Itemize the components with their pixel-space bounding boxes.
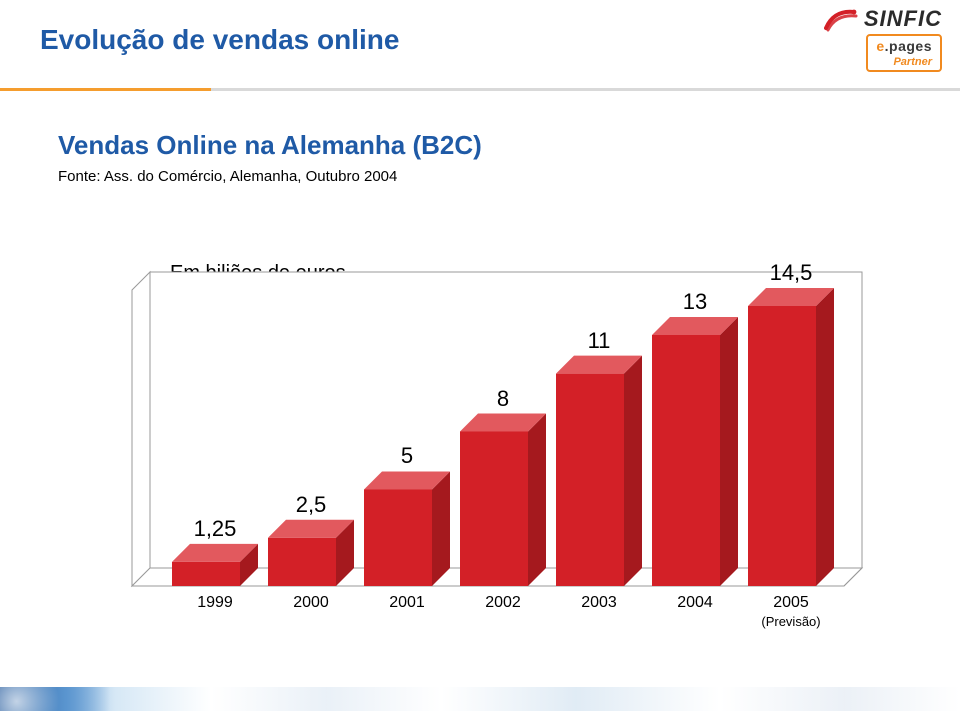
bar-value-label: 1,25: [175, 516, 255, 542]
bar-side: [432, 471, 450, 586]
page-title: Evolução de vendas online: [40, 24, 399, 56]
bar-category-label: 1999: [165, 594, 265, 612]
bar-side: [528, 414, 546, 586]
bar-front: [556, 374, 624, 586]
bar-side: [720, 317, 738, 586]
bar-side: [816, 288, 834, 586]
bar-category-label: 2005: [741, 594, 841, 612]
epages-partner-badge: e.pages Partner: [866, 34, 942, 72]
subtitle-main: Vendas Online na Alemanha (B2C): [58, 130, 482, 161]
bar-category-label: 2004: [645, 594, 745, 612]
footer-gradient-cap: [0, 687, 110, 711]
bar-value-label: 8: [463, 386, 543, 412]
bar-front: [172, 562, 240, 586]
bar-side: [624, 356, 642, 586]
bar-category-label: 2000: [261, 594, 361, 612]
bar-category-label: 2003: [549, 594, 649, 612]
bar-front: [652, 335, 720, 586]
title-rule-accent: [0, 88, 211, 91]
chart-left-wall: [132, 272, 150, 586]
sinfic-logo: SINFIC: [824, 6, 942, 32]
bar-category-label: 2002: [453, 594, 553, 612]
epages-wordmark: e.pages: [876, 38, 932, 54]
title-rule: [0, 78, 960, 84]
sinfic-swoosh-icon: [824, 6, 858, 32]
bar-value-label: 5: [367, 443, 447, 469]
bar-front: [460, 432, 528, 586]
bar-category-label: 2001: [357, 594, 457, 612]
logo-block: SINFIC e.pages Partner: [824, 6, 942, 72]
bar-value-label: 14,5: [751, 260, 831, 286]
footer-gradient: [0, 687, 960, 711]
sinfic-wordmark: SINFIC: [864, 6, 942, 32]
bar-value-label: 2,5: [271, 492, 351, 518]
bar-front: [364, 489, 432, 586]
epages-partner-label: Partner: [876, 57, 932, 68]
subtitle-source: Fonte: Ass. do Comércio, Alemanha, Outub…: [58, 168, 397, 185]
bar-value-label: 13: [655, 289, 735, 315]
bar-front: [268, 538, 336, 586]
bar-chart-3d: [112, 246, 872, 626]
bar-front: [748, 306, 816, 586]
bar-value-label: 11: [559, 328, 639, 354]
bar-category-sublabel: (Previsão): [741, 614, 841, 629]
title-rule-grey: [211, 88, 960, 91]
